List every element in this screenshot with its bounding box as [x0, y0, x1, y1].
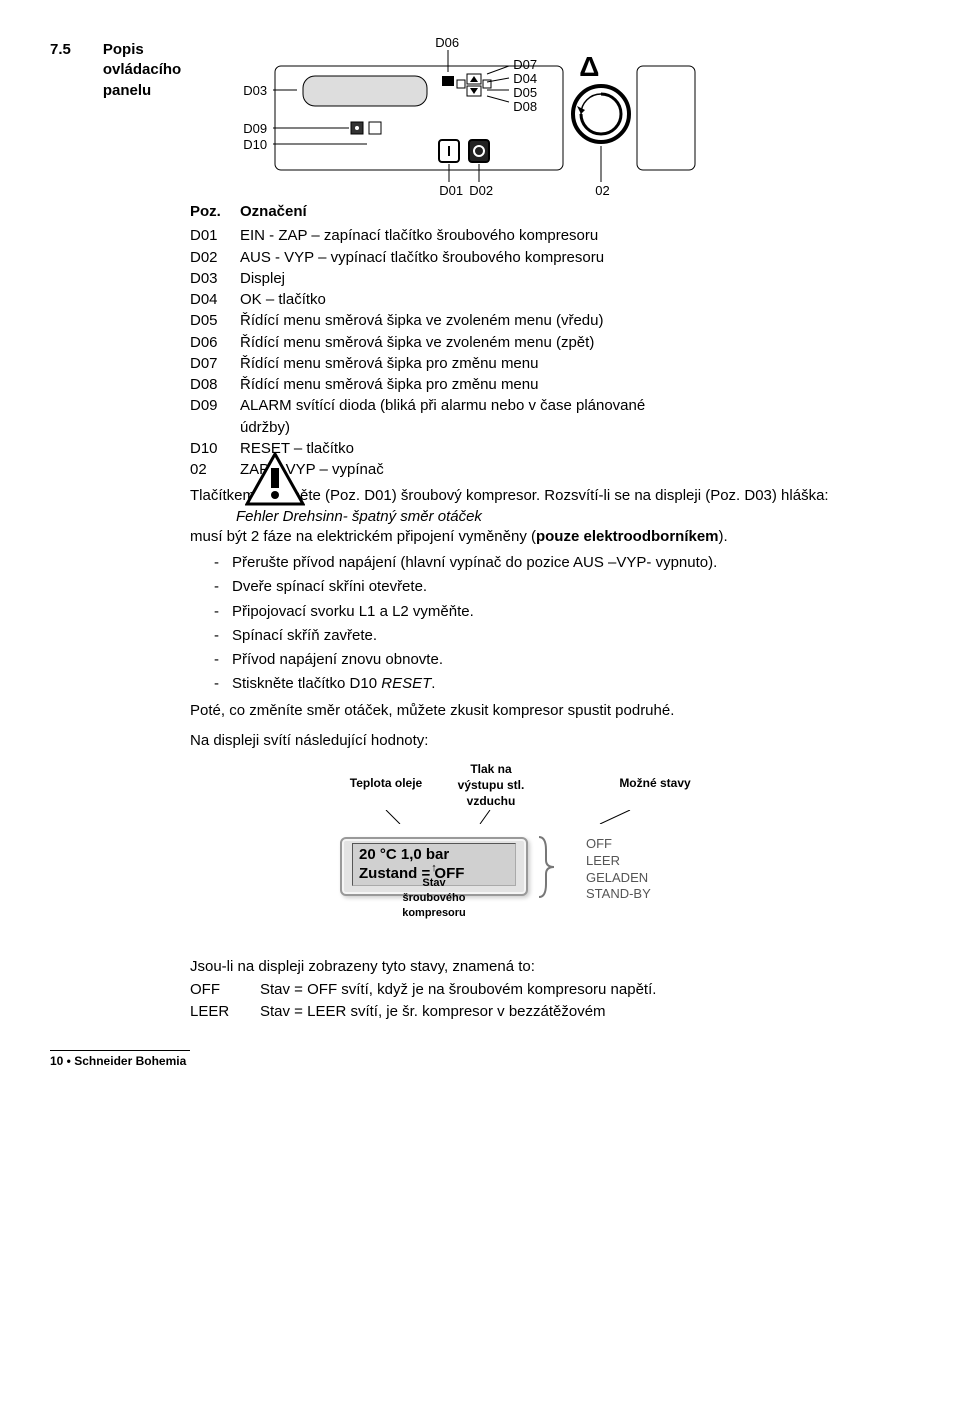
lcd-screen: 20 °C 1,0 bar Zustand = OFF ↑ Stav šroub…	[340, 837, 528, 897]
title-line-2: ovládacího	[103, 61, 181, 78]
state-value: Stav = LEER svítí, je šr. kompresor v be…	[260, 1002, 880, 1022]
state-item: LEER	[586, 853, 651, 870]
table-header-row: Poz. Označení	[190, 202, 880, 222]
disp-top-right: Možné stavy	[550, 761, 730, 810]
panel-diagram: D06 D07 D04 D05 D08 D03 D09 D10 D01 D02 …	[223, 34, 703, 194]
footer-text: 10 • Schneider Bohemia	[50, 1054, 186, 1068]
table-row: D09ALARM svítící dioda (bliká při alarmu…	[190, 396, 880, 416]
table-row: D04OK – tlačítko	[190, 290, 880, 310]
section-number: 7.5	[50, 40, 71, 60]
instruction-list: Přerušte přívod napájení (hlavní vypínač…	[190, 553, 880, 695]
label-02: 02	[595, 182, 609, 200]
title-line-3: panelu	[103, 82, 151, 99]
cell-pos: D02	[190, 248, 240, 268]
cell-pos	[190, 418, 240, 438]
table-row: D05Řídící menu směrová šipka ve zvoleném…	[190, 311, 880, 331]
paragraph-4: Jsou-li na displeji zobrazeny tyto stavy…	[190, 957, 880, 977]
cell-pos: D05	[190, 311, 240, 331]
cell-desc: Řídící menu směrová šipka pro změnu menu	[240, 375, 538, 395]
section-header: 7.5 Popis ovládacího panelu	[50, 40, 910, 194]
list-item: Přívod napájení znovu obnovte.	[214, 650, 880, 670]
list-item: Spínací skříň zavřete.	[214, 626, 880, 646]
cell-pos: D06	[190, 333, 240, 353]
cell-desc: údržby)	[240, 418, 290, 438]
panel-schematic-svg	[223, 34, 703, 194]
para1-c-bold: pouze elektrood­borníkem	[536, 528, 719, 545]
warning-icon	[245, 452, 305, 514]
disp-top-mid: Tlak na výstupu stl. vzduchu	[432, 761, 550, 810]
cell-pos: D08	[190, 375, 240, 395]
cell-pos: 02	[190, 460, 240, 480]
cell-pos: D07	[190, 354, 240, 374]
cell-pos: D10	[190, 439, 240, 459]
table-row: D07Řídící menu směrová šipka pro změnu m…	[190, 354, 880, 374]
disp-top-mid1: Tlak na	[470, 762, 511, 776]
table-row: D08Řídící menu směrová šipka pro změnu m…	[190, 375, 880, 395]
disp-arrows-top	[340, 810, 730, 824]
state-item: STAND-BY	[586, 886, 651, 903]
display-diagram: Teplota oleje Tlak na výstupu stl. vzduc…	[340, 761, 730, 903]
page-footer: 10 • Schneider Bohemia	[50, 1050, 910, 1069]
label-d09: D09	[243, 120, 267, 138]
title-line-1: Popis	[103, 41, 144, 58]
state-key: LEER	[190, 1002, 260, 1022]
cell-desc: Řídící menu směrová šipka ve zvoleném me…	[240, 311, 603, 331]
cell-desc: Displej	[240, 269, 285, 289]
definitions-block: Poz. Označení D01EIN - ZAP – zapínací tl…	[190, 202, 880, 1022]
cell-pos: D04	[190, 290, 240, 310]
label-d02: D02	[469, 182, 493, 200]
brace-icon	[534, 832, 574, 902]
delta-symbol: Δ	[579, 48, 599, 86]
list-item: Dveře spínací skříni otevřete.	[214, 577, 880, 597]
paragraph-3: Na displeji svítí následující hodnoty:	[190, 731, 880, 751]
cell-pos: D09	[190, 396, 240, 416]
label-d08: D08	[513, 98, 537, 116]
disp-top-mid2: výstupu stl. vzduchu	[458, 778, 525, 808]
cell-desc: OK – tlačítko	[240, 290, 326, 310]
states-list: OFFLEERGELADENSTAND-BY	[586, 836, 651, 904]
definitions-rows: D01EIN - ZAP – zapínací tlačítko šroubov…	[190, 226, 880, 480]
list-item: Stiskněte tlačítko D10 RESET.	[214, 674, 880, 694]
cell-pos: D01	[190, 226, 240, 246]
cell-desc: Řídící menu směrová šipka ve zvoleném me…	[240, 333, 594, 353]
table-row: D03Displej	[190, 269, 880, 289]
state-desc-row: OFFStav = OFF svítí, když je na šroubové…	[190, 980, 880, 1000]
header-pos: Poz.	[190, 202, 240, 222]
lcd-bottom-l1: Stav	[422, 877, 445, 889]
para1-c-post: ).	[719, 528, 728, 545]
table-row: D06Řídící menu směrová šipka ve zvoleném…	[190, 333, 880, 353]
table-row: D01EIN - ZAP – zapínací tlačítko šroubov…	[190, 226, 880, 246]
table-row: údržby)	[190, 418, 880, 438]
state-value: Stav = OFF svítí, když je na šroubovém k…	[260, 980, 880, 1000]
label-d10: D10	[243, 136, 267, 154]
section-title: Popis ovládacího panelu	[103, 40, 181, 101]
paragraph-1c: musí být 2 fáze na elektrickém připojení…	[190, 527, 880, 547]
state-item: OFF	[586, 836, 651, 853]
state-item: GELADEN	[586, 870, 651, 887]
table-row: D02AUS - VYP – vypínací tlačítko šroubov…	[190, 248, 880, 268]
disp-top-left: Teplota oleje	[340, 761, 432, 810]
list-item: Připojovací svorku L1 a L2 vyměňte.	[214, 602, 880, 622]
cell-desc: ALARM svítící dioda (bliká při alarmu ne…	[240, 396, 645, 416]
lcd-bottom-l2: šroubového kompresoru	[402, 892, 466, 919]
cell-desc: AUS - VYP – vypínací tlačítko šroubového…	[240, 248, 604, 268]
states-desc-block: OFFStav = OFF svítí, když je na šroubové…	[190, 980, 880, 1023]
paragraph-2: Poté, co změníte směr otáček, můžete zku…	[190, 701, 880, 721]
state-key: OFF	[190, 980, 260, 1000]
label-d01: D01	[439, 182, 463, 200]
header-desc: Označení	[240, 202, 307, 222]
cell-pos: D03	[190, 269, 240, 289]
state-desc-row: LEERStav = LEER svítí, je šr. kompresor …	[190, 1002, 880, 1022]
para1-c-pre: musí být 2 fáze na elektrickém připojení…	[190, 528, 536, 545]
label-d03: D03	[243, 82, 267, 100]
cell-desc: Řídící menu směrová šipka pro změnu menu	[240, 354, 538, 374]
list-item: Přerušte přívod napájení (hlavní vypínač…	[214, 553, 880, 573]
label-d06: D06	[435, 34, 459, 52]
lcd-bottom-label: ↑ Stav šroubového kompresoru	[388, 861, 480, 920]
cell-desc: EIN - ZAP – zapínací tlačítko šroubového…	[240, 226, 598, 246]
paragraph-1-italic: Fehler Drehsinn- špatný směr otáček	[236, 507, 880, 527]
